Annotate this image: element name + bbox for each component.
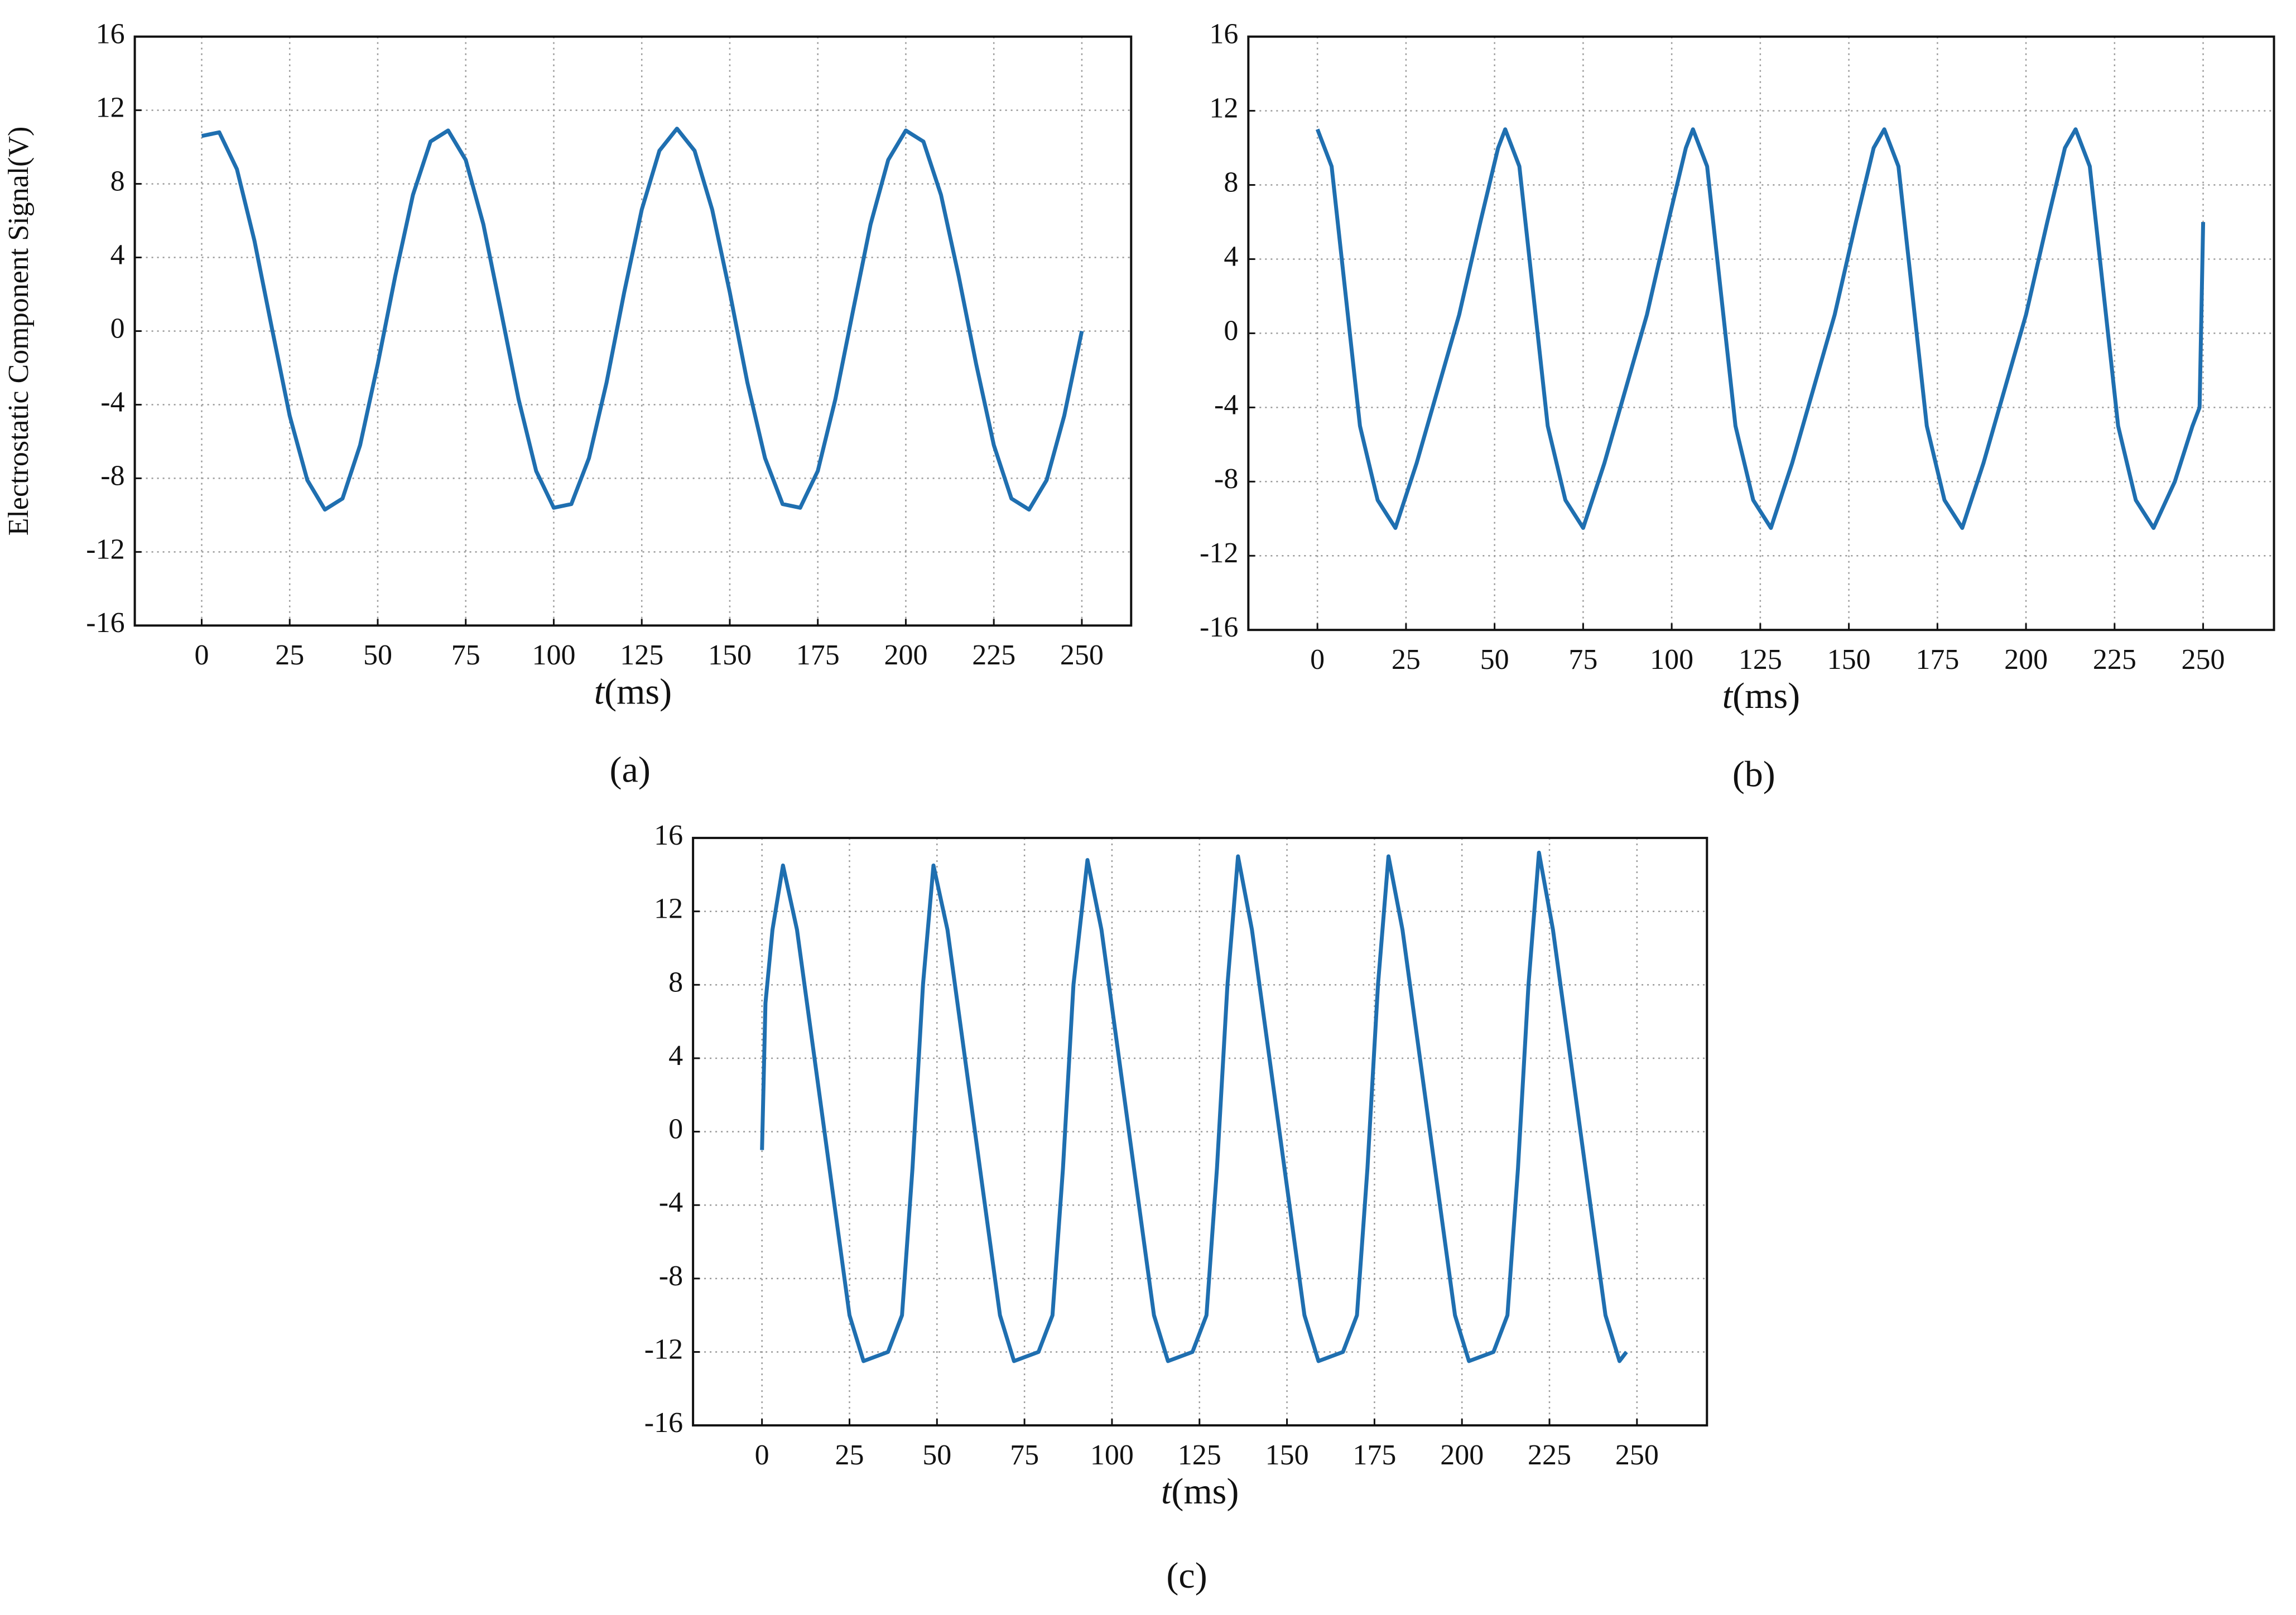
x-tick-label: 25 bbox=[275, 639, 304, 671]
y-tick-label: 12 bbox=[654, 893, 683, 925]
x-tick-label: 200 bbox=[1440, 1439, 1484, 1471]
signal-line bbox=[760, 850, 1628, 1363]
y-tick-label: -16 bbox=[86, 607, 124, 639]
plot-frame bbox=[133, 35, 1133, 627]
x-tick-label: 225 bbox=[1528, 1439, 1571, 1471]
x-tick-label: 250 bbox=[1615, 1439, 1659, 1471]
y-axis-label: Electrostatic Component Signal(V) bbox=[3, 127, 35, 536]
x-tick-label: 125 bbox=[620, 639, 663, 671]
x-tick-label: 125 bbox=[1178, 1439, 1221, 1471]
y-tick-label: 0 bbox=[110, 312, 125, 344]
x-tick-label: 175 bbox=[1352, 1439, 1396, 1471]
x-axis-label: t(ms) bbox=[1722, 676, 1800, 716]
y-tick-label: -12 bbox=[86, 533, 124, 565]
panel-label: (b) bbox=[1732, 754, 1775, 795]
x-tick-label: 200 bbox=[2004, 644, 2048, 676]
y-tick-label: 8 bbox=[110, 166, 125, 197]
x-tick-label: 50 bbox=[363, 639, 392, 671]
x-tick-label: 100 bbox=[1090, 1439, 1134, 1471]
y-tick-label: 4 bbox=[668, 1040, 683, 1072]
y-tick-label: 4 bbox=[1224, 240, 1238, 272]
x-tick-label: 250 bbox=[2182, 644, 2225, 676]
signal-line bbox=[1315, 127, 2206, 530]
y-tick-label: -8 bbox=[100, 460, 124, 491]
x-tick-label: 0 bbox=[194, 639, 209, 671]
x-tick-label: 100 bbox=[1650, 644, 1693, 676]
y-tick-label: -12 bbox=[644, 1333, 683, 1365]
y-tick-label: -16 bbox=[644, 1407, 683, 1439]
y-tick-label: -4 bbox=[659, 1187, 683, 1218]
x-axis-label: t(ms) bbox=[1161, 1471, 1239, 1512]
panel-label: (c) bbox=[1166, 1555, 1207, 1596]
x-tick-label: 75 bbox=[451, 639, 480, 671]
x-tick-label: 100 bbox=[532, 639, 575, 671]
x-tick-label: 75 bbox=[1010, 1439, 1039, 1471]
signal-line bbox=[201, 127, 1084, 512]
x-tick-label: 150 bbox=[1265, 1439, 1309, 1471]
y-tick-label: 16 bbox=[654, 819, 683, 851]
x-tick-label: 50 bbox=[922, 1439, 951, 1471]
x-tick-label: 225 bbox=[2093, 644, 2136, 676]
x-tick-label: 150 bbox=[1827, 644, 1871, 676]
x-tick-label: 75 bbox=[1568, 644, 1597, 676]
y-tick-label: 0 bbox=[1224, 315, 1238, 346]
x-axis-label: t(ms) bbox=[594, 671, 672, 712]
plot-frame bbox=[1247, 35, 2275, 631]
y-tick-label: 8 bbox=[1224, 166, 1238, 198]
y-tick-label: 16 bbox=[96, 18, 125, 50]
x-tick-label: 175 bbox=[1915, 644, 1959, 676]
y-tick-label: 4 bbox=[110, 239, 125, 271]
x-tick-label: 0 bbox=[1310, 644, 1325, 676]
x-tick-label: 225 bbox=[972, 639, 1015, 671]
y-tick-label: -16 bbox=[1200, 611, 1238, 643]
x-tick-label: 50 bbox=[1480, 644, 1509, 676]
x-tick-label: 200 bbox=[884, 639, 927, 671]
y-tick-label: 12 bbox=[1209, 93, 1238, 124]
y-tick-label: -8 bbox=[659, 1260, 683, 1292]
y-tick-label: 12 bbox=[96, 92, 125, 124]
x-tick-label: 150 bbox=[708, 639, 752, 671]
plot-frame bbox=[692, 837, 1708, 1427]
x-tick-label: 250 bbox=[1060, 639, 1104, 671]
x-tick-label: 25 bbox=[835, 1439, 864, 1471]
x-tick-label: 175 bbox=[796, 639, 840, 671]
y-tick-label: -4 bbox=[1214, 389, 1238, 421]
panel-label: (a) bbox=[610, 750, 651, 790]
x-tick-label: 125 bbox=[1739, 644, 1782, 676]
y-tick-label: -12 bbox=[1200, 537, 1238, 569]
x-tick-label: 25 bbox=[1392, 644, 1421, 676]
x-tick-label: 0 bbox=[755, 1439, 769, 1471]
y-tick-label: 16 bbox=[1209, 18, 1238, 50]
y-tick-label: -4 bbox=[100, 386, 124, 418]
y-tick-label: 8 bbox=[668, 966, 683, 998]
y-tick-label: -8 bbox=[1214, 463, 1238, 495]
y-tick-label: 0 bbox=[668, 1113, 683, 1145]
